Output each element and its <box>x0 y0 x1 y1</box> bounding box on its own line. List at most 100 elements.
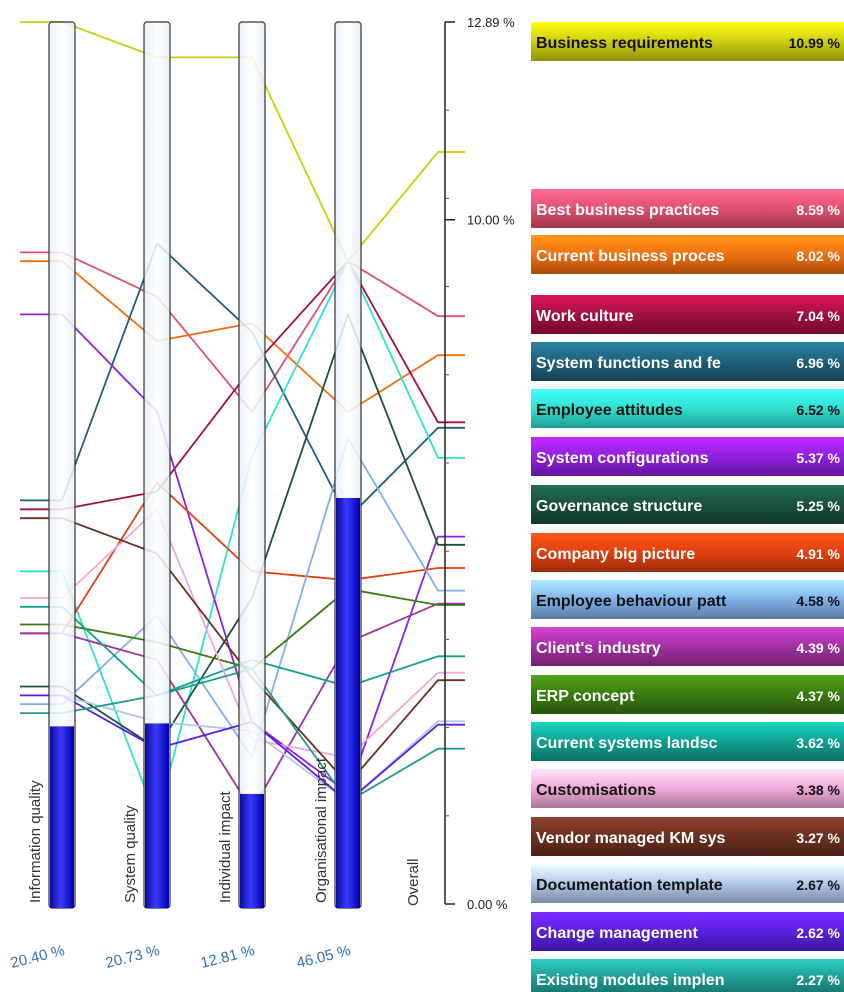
legend-label: Best business practices <box>536 202 719 219</box>
criterion-weight-label: 20.40 % <box>9 942 67 972</box>
legend-value: 5.25 % <box>796 498 840 514</box>
legend-label: Client's industry <box>536 640 661 657</box>
legend-swatch <box>531 722 844 761</box>
legend-swatch <box>531 580 844 619</box>
legend-item: Employee behaviour patt 4.58 % <box>531 580 844 619</box>
legend-label: ERP concept <box>536 688 635 705</box>
legend-label: Employee behaviour patt <box>536 593 727 610</box>
legend-label-clip <box>755 817 785 856</box>
legend-swatch <box>531 22 844 61</box>
legend-value: 5.37 % <box>796 450 840 466</box>
legend-item: Business requirements 10.99 % <box>531 22 844 61</box>
legend-value: 6.52 % <box>796 402 840 418</box>
overall-axis-label: Overall <box>405 858 422 906</box>
legend-label-clip <box>755 22 785 61</box>
criterion-label: Individual impact <box>217 790 234 903</box>
legend-label: Current systems landsc <box>536 735 718 752</box>
legend-label: Work culture <box>536 308 634 325</box>
legend-swatch <box>531 235 844 274</box>
legend-label-clip <box>755 769 785 808</box>
legend-value: 7.04 % <box>796 308 840 324</box>
legend-item: Change management 2.62 % <box>531 912 844 951</box>
legend-label: Vendor managed KM sys <box>536 830 725 847</box>
legend-value: 4.91 % <box>796 546 840 562</box>
overall-axis: 12.89 % 10.00 % 0.00 % <box>444 15 515 912</box>
criterion-bar-track <box>238 21 266 909</box>
legend-label-clip <box>755 675 785 714</box>
legend-swatch <box>531 912 844 951</box>
legend-label: Company big picture <box>536 546 695 563</box>
axis-tick-label: 12.89 % <box>467 15 515 30</box>
legend-value: 3.27 % <box>796 830 840 846</box>
criterion-weight-label: 20.73 % <box>104 942 162 972</box>
criterion-bar-fill <box>145 723 169 908</box>
legend-label-clip <box>755 533 785 572</box>
criterion-weight-label: 46.05 % <box>295 942 353 972</box>
legend-swatch <box>531 389 844 428</box>
legend-item: Governance structure 5.25 % <box>531 485 844 524</box>
legend-value: 8.02 % <box>796 248 840 264</box>
legend-label-clip <box>755 722 785 761</box>
legend-label-clip <box>755 437 785 476</box>
legend-label-clip <box>755 912 785 951</box>
legend-value: 3.38 % <box>796 782 840 798</box>
legend-item: Existing modules implen 2.27 % <box>531 959 844 992</box>
legend-item: Employee attitudes 6.52 % <box>531 389 844 428</box>
legend: Business requirements 10.99 % Best busines… <box>531 22 844 992</box>
legend-item: Vendor managed KM sys 3.27 % <box>531 817 844 856</box>
criterion-bar-fill <box>336 498 360 908</box>
legend-swatch <box>531 485 844 524</box>
legend-item: System configurations 5.37 % <box>531 437 844 476</box>
legend-value: 6.96 % <box>796 355 840 371</box>
legend-item: Client's industry 4.39 % <box>531 627 844 666</box>
legend-label: Documentation template <box>536 877 723 894</box>
legend-label: Change management <box>536 925 698 942</box>
legend-label: Governance structure <box>536 498 702 515</box>
legend-label-clip <box>755 189 785 228</box>
criterion-label: System quality <box>122 805 139 903</box>
legend-item: Work culture 7.04 % <box>531 295 844 334</box>
legend-label: Current business proces <box>536 248 725 265</box>
axis-tick-label: 0.00 % <box>467 897 508 912</box>
criterion-label: Organisational impact <box>313 757 330 903</box>
legend-value: 4.58 % <box>796 593 840 609</box>
legend-swatch <box>531 189 844 228</box>
criterion-bar-fill <box>50 726 74 908</box>
legend-label-clip <box>755 485 785 524</box>
legend-label-clip <box>755 235 785 274</box>
legend-value: 8.59 % <box>796 202 840 218</box>
legend-item: System functions and fe 6.96 % <box>531 342 844 381</box>
legend-label-clip <box>755 389 785 428</box>
legend-label-clip <box>755 295 785 334</box>
axis-tick-label: 10.00 % <box>467 213 515 228</box>
legend-label: Employee attitudes <box>536 402 683 419</box>
legend-item: Documentation template 2.67 % <box>531 864 844 903</box>
legend-label: Customisations <box>536 782 656 799</box>
legend-label-clip <box>755 959 785 992</box>
legend-label-clip <box>755 627 785 666</box>
criterion-bars: Information quality 20.40 % System quality… <box>9 21 422 972</box>
legend-item: ERP concept 4.37 % <box>531 675 844 714</box>
legend-value: 4.39 % <box>796 640 840 656</box>
legend-value: 4.37 % <box>796 688 840 704</box>
legend-item: Company big picture 4.91 % <box>531 533 844 572</box>
legend-swatch <box>531 533 844 572</box>
legend-swatch <box>531 769 844 808</box>
legend-swatch <box>531 437 844 476</box>
legend-value: 2.27 % <box>796 972 840 988</box>
legend-item: Current systems landsc 3.62 % <box>531 722 844 761</box>
legend-label: Existing modules implen <box>536 972 724 989</box>
legend-label: System functions and fe <box>536 355 721 372</box>
criterion-bar-fill <box>240 793 264 908</box>
legend-swatch <box>531 295 844 334</box>
legend-label: System configurations <box>536 450 709 467</box>
legend-swatch <box>531 342 844 381</box>
legend-swatch <box>531 864 844 903</box>
legend-value: 2.67 % <box>796 877 840 893</box>
legend-item: Best business practices 8.59 % <box>531 189 844 228</box>
legend-item: Current business proces 8.02 % <box>531 235 844 274</box>
criterion-weight-label: 12.81 % <box>199 942 257 972</box>
legend-label-clip <box>755 342 785 381</box>
legend-swatch <box>531 817 844 856</box>
